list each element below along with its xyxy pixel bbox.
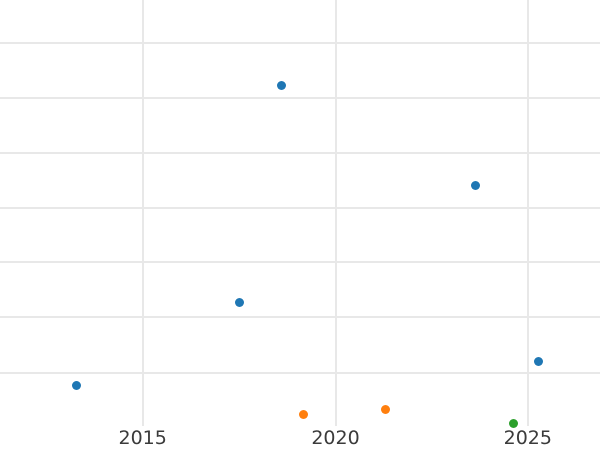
horizontal-gridline bbox=[0, 152, 600, 155]
blue-series-point bbox=[234, 297, 244, 307]
horizontal-gridline bbox=[0, 315, 600, 318]
x-tick-label-2015: 2015 bbox=[118, 427, 167, 449]
horizontal-gridline bbox=[0, 261, 600, 264]
blue-series-point bbox=[534, 357, 544, 367]
orange-series-point bbox=[298, 409, 308, 419]
vertical-gridline bbox=[526, 0, 529, 426]
horizontal-gridline bbox=[0, 42, 600, 45]
x-tick-label-2025: 2025 bbox=[503, 427, 552, 449]
horizontal-gridline bbox=[0, 97, 600, 100]
blue-series-point bbox=[471, 181, 481, 191]
blue-series-point bbox=[72, 380, 82, 390]
blue-series-point bbox=[276, 81, 286, 90]
green-series-point bbox=[509, 418, 519, 428]
vertical-gridline bbox=[334, 0, 337, 426]
orange-series-point bbox=[380, 404, 390, 414]
x-tick-label-2020: 2020 bbox=[311, 427, 360, 449]
horizontal-gridline bbox=[0, 371, 600, 374]
horizontal-gridline bbox=[0, 207, 600, 210]
vertical-gridline bbox=[141, 0, 144, 426]
